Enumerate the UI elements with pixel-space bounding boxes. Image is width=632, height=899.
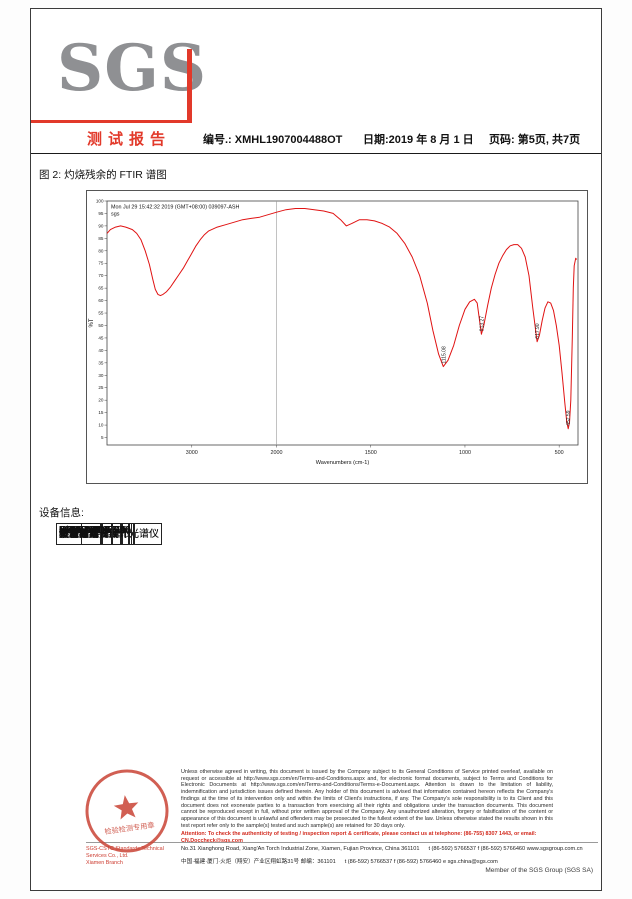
peak-label: 913.27	[479, 316, 485, 332]
y-tick-label: 55	[98, 311, 104, 316]
equipment-section-title: 设备信息:	[39, 507, 84, 519]
company-seal-stamp: 检验检测专用章	[85, 769, 169, 853]
y-axis-title: %T	[89, 318, 95, 327]
figure-caption: 图 2: 灼烧残余的 FTIR 谱图	[39, 169, 167, 181]
x-tick-label: 3000	[186, 450, 198, 456]
peak-label: 452.59	[566, 410, 572, 426]
x-tick-label: 2000	[271, 450, 283, 456]
page-number: 页码: 第5页, 共7页	[489, 134, 581, 146]
contact-en-text: t (86-592) 5766537 f (86-592) 5766460 ww…	[428, 846, 583, 852]
report-number: 编号.: XMHL1907004488OT	[203, 134, 343, 146]
company-name: SGS-CSTC Standards Technical Services Co…	[86, 846, 164, 860]
y-tick-label: 5	[101, 435, 104, 440]
y-tick-label: 25	[98, 385, 104, 390]
y-tick-label: 75	[98, 261, 104, 266]
y-tick-label: 35	[98, 360, 104, 365]
y-tick-label: 10	[98, 423, 104, 428]
address-cn: 中国·福建·厦门·火炬（翔安）产业区翔虹路31号 邮编：361101 t (86-…	[181, 857, 498, 865]
y-tick-label: 60	[98, 298, 104, 303]
footer-divider	[86, 842, 598, 843]
table-cell: 2020-05-12	[56, 523, 114, 545]
seal-star	[113, 795, 139, 820]
chart-annotation-2: sgs	[111, 212, 120, 218]
logo-red-rule	[31, 120, 192, 123]
y-tick-label: 20	[98, 398, 104, 403]
logo-red-bar	[187, 49, 192, 120]
y-tick-label: 15	[98, 410, 104, 415]
address-cn-text: 中国·福建·厦门·火炬（翔安）产业区翔虹路31号 邮编：361101	[181, 859, 336, 865]
y-tick-label: 90	[98, 223, 104, 228]
y-tick-label: 40	[98, 348, 104, 353]
y-tick-label: 65	[98, 286, 104, 291]
y-tick-label: 45	[98, 335, 104, 340]
report-page: SGS 测试报告 编号.: XMHL1907004488OT 日期:2019 年…	[30, 8, 602, 891]
peak-label: 1115.08	[441, 346, 447, 364]
header-divider	[31, 153, 601, 154]
seal-text: 检验检测专用章	[104, 820, 155, 836]
ftir-spectrum-chart: 100 95 90 85 80 75 70 65 60 55 50 45 40 35 30 25 20 15 10 5…	[89, 199, 579, 466]
ftir-chart-container: 100 95 90 85 80 75 70 65 60 55 50 45 40 35 30 25 20 15 10 5…	[86, 190, 588, 484]
company-name-block: SGS-CSTC Standards Technical Services Co…	[86, 846, 180, 867]
x-tick-label: 500	[555, 450, 564, 456]
y-tick-label: 30	[98, 373, 104, 378]
seal-ring	[85, 769, 169, 853]
peak-label: 617.90	[535, 323, 541, 339]
y-tick-label: 85	[98, 236, 104, 241]
y-tick-label: 70	[98, 273, 104, 278]
report-title: 测试报告	[87, 131, 172, 148]
y-tick-label: 100	[96, 199, 104, 204]
chart-annotation: Mon Jul 29 15:42:32 2019 (GMT+08:00) 039…	[111, 205, 240, 211]
attention-text: Attention: To check the authenticity of …	[181, 831, 537, 844]
x-tick-label: 1000	[459, 450, 471, 456]
y-tick-label: 80	[98, 248, 104, 253]
member-line: Member of the SGS Group (SGS SA)	[485, 867, 593, 874]
plot-frame	[106, 200, 579, 446]
address-en: No.31 Xianghong Road, Xiang'An Torch Ind…	[181, 846, 583, 852]
sgs-logo: SGS	[57, 31, 208, 106]
x-tick-label: 1500	[365, 450, 377, 456]
spectrum-curve	[106, 208, 578, 430]
contact-cn-text: t (86-592) 5766537 f (86-592) 5766460 e …	[344, 859, 498, 865]
branch-name: Xiamen Branch	[86, 860, 123, 867]
address-en-text: No.31 Xianghong Road, Xiang'An Torch Ind…	[181, 846, 420, 852]
x-axis-title: Wavenumbers (cm-1)	[316, 460, 370, 466]
legal-text: Unless otherwise agreed in writing, this…	[181, 769, 553, 829]
y-tick-label: 95	[98, 211, 104, 216]
footer-text-block: Unless otherwise agreed in writing, this…	[181, 769, 553, 845]
report-date: 日期:2019 年 8 月 1 日	[363, 134, 474, 146]
y-tick-label: 50	[98, 323, 104, 328]
